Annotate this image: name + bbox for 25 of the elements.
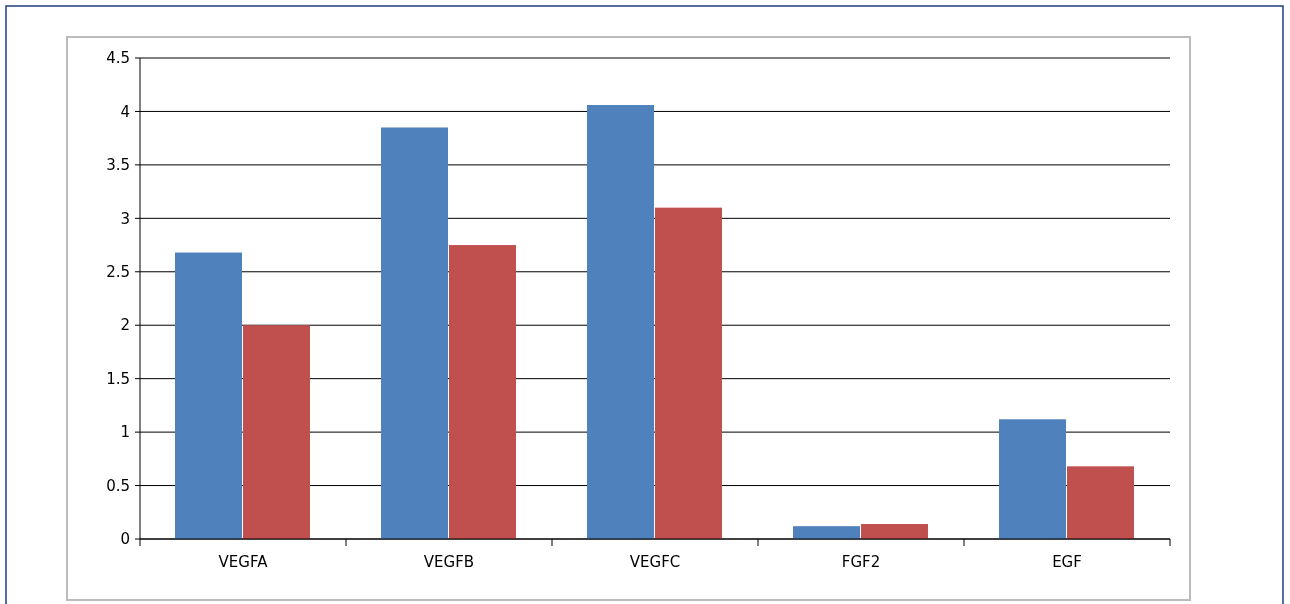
y-tick-label: 4.5 — [106, 49, 130, 68]
y-tick-label: 3.5 — [106, 156, 130, 175]
bar — [793, 526, 860, 539]
bar — [381, 127, 448, 539]
y-tick-label: 2.5 — [106, 263, 130, 282]
x-tick-label: VEGFC — [629, 553, 681, 571]
y-tick-label: 0.5 — [106, 476, 130, 495]
bar — [655, 207, 722, 539]
bar — [243, 325, 310, 539]
bar — [449, 245, 516, 539]
bar — [587, 105, 654, 539]
x-tick-label: EGF — [1052, 553, 1082, 571]
y-tick-label: 4 — [120, 102, 130, 121]
y-tick-label: 2 — [120, 316, 130, 335]
bar — [1067, 466, 1134, 539]
y-tick-label: 1.5 — [106, 369, 130, 388]
y-tick-label: 0 — [120, 530, 130, 549]
y-tick-label: 3 — [120, 209, 130, 228]
y-tick-label: 1 — [120, 423, 130, 442]
bar — [175, 252, 242, 539]
x-tick-label: VEGFA — [218, 553, 269, 571]
x-tick-label: VEGFB — [423, 553, 475, 571]
bar — [861, 524, 928, 539]
x-tick-label: FGF2 — [841, 553, 881, 571]
bar — [999, 419, 1066, 539]
